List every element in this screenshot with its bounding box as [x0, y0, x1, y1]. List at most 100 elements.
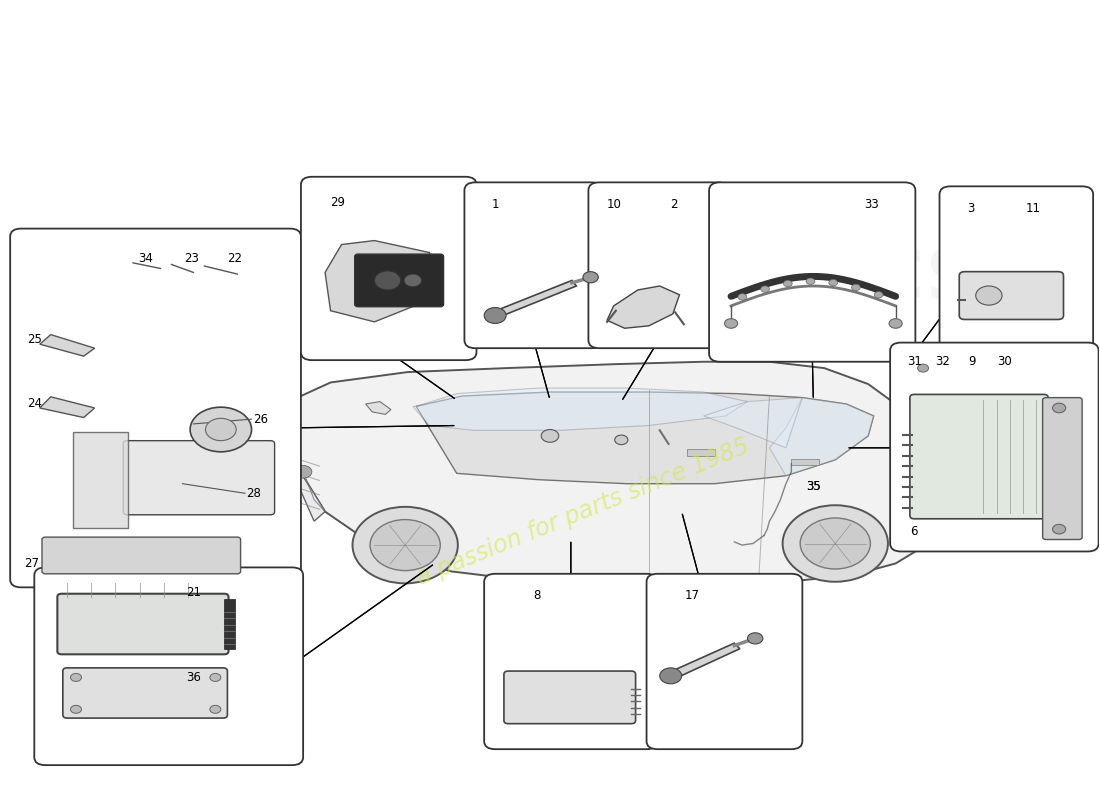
Text: 36: 36 — [186, 671, 201, 684]
Text: 35: 35 — [806, 479, 821, 493]
Circle shape — [210, 674, 221, 682]
Polygon shape — [416, 392, 873, 484]
Text: 21: 21 — [186, 586, 201, 599]
Text: 31: 31 — [906, 355, 922, 368]
Circle shape — [725, 318, 738, 328]
Text: 23: 23 — [184, 251, 199, 265]
Bar — [224, 599, 235, 649]
Circle shape — [210, 706, 221, 714]
Text: 1: 1 — [492, 198, 499, 211]
FancyBboxPatch shape — [34, 567, 304, 765]
Circle shape — [70, 674, 81, 682]
Text: 22: 22 — [228, 251, 243, 265]
Circle shape — [851, 284, 860, 290]
Polygon shape — [492, 281, 576, 318]
Polygon shape — [412, 388, 748, 430]
FancyBboxPatch shape — [959, 272, 1064, 319]
Polygon shape — [704, 398, 802, 448]
Polygon shape — [73, 432, 128, 527]
Text: 1985: 1985 — [682, 302, 791, 339]
Polygon shape — [282, 432, 326, 512]
Text: 6: 6 — [911, 525, 918, 538]
Circle shape — [1053, 524, 1066, 534]
Polygon shape — [40, 334, 95, 356]
Text: 35: 35 — [806, 479, 821, 493]
FancyBboxPatch shape — [464, 182, 603, 348]
Circle shape — [800, 518, 870, 569]
Circle shape — [783, 280, 792, 286]
Text: 28: 28 — [246, 486, 261, 500]
FancyBboxPatch shape — [354, 254, 443, 306]
Circle shape — [352, 507, 458, 583]
FancyBboxPatch shape — [301, 177, 476, 360]
FancyBboxPatch shape — [10, 229, 301, 587]
Circle shape — [583, 272, 598, 283]
Text: 3: 3 — [968, 202, 975, 215]
Text: 17: 17 — [685, 589, 700, 602]
Circle shape — [484, 307, 506, 323]
Bar — [688, 450, 715, 456]
Circle shape — [828, 279, 837, 286]
Text: 9: 9 — [969, 355, 976, 368]
Polygon shape — [282, 362, 943, 585]
Bar — [791, 459, 818, 466]
Text: AUTOSPECS: AUTOSPECS — [495, 246, 979, 315]
FancyBboxPatch shape — [910, 394, 1048, 518]
Circle shape — [404, 274, 421, 286]
Polygon shape — [769, 398, 873, 476]
Circle shape — [874, 291, 883, 298]
Circle shape — [782, 506, 888, 582]
Polygon shape — [326, 241, 440, 322]
Text: 8: 8 — [534, 589, 540, 602]
Circle shape — [660, 668, 682, 684]
Polygon shape — [669, 643, 740, 679]
Circle shape — [738, 294, 747, 300]
Circle shape — [889, 318, 902, 328]
Polygon shape — [365, 402, 390, 414]
Circle shape — [917, 364, 928, 372]
FancyBboxPatch shape — [939, 186, 1093, 352]
Circle shape — [190, 407, 252, 452]
Text: 24: 24 — [26, 397, 42, 410]
FancyBboxPatch shape — [42, 537, 241, 574]
Circle shape — [806, 278, 815, 285]
Polygon shape — [282, 432, 326, 521]
Circle shape — [206, 418, 236, 441]
Circle shape — [761, 286, 770, 292]
Circle shape — [541, 430, 559, 442]
Text: 30: 30 — [997, 355, 1012, 368]
FancyBboxPatch shape — [1043, 398, 1082, 539]
Text: 10: 10 — [606, 198, 621, 211]
Circle shape — [370, 519, 440, 570]
FancyBboxPatch shape — [484, 574, 658, 749]
Text: 2: 2 — [670, 198, 678, 211]
Circle shape — [295, 466, 312, 478]
Text: 25: 25 — [26, 333, 42, 346]
Polygon shape — [40, 397, 95, 418]
FancyBboxPatch shape — [63, 668, 228, 718]
Polygon shape — [921, 408, 943, 514]
Circle shape — [374, 271, 400, 290]
Text: 32: 32 — [935, 355, 950, 368]
FancyBboxPatch shape — [504, 671, 636, 724]
FancyBboxPatch shape — [710, 182, 915, 362]
Text: 26: 26 — [253, 413, 267, 426]
Text: a passion for parts since 1985: a passion for parts since 1985 — [412, 434, 752, 590]
FancyBboxPatch shape — [647, 574, 802, 749]
FancyBboxPatch shape — [890, 342, 1099, 551]
FancyBboxPatch shape — [588, 182, 729, 348]
FancyBboxPatch shape — [123, 441, 275, 515]
Text: 11: 11 — [1025, 202, 1041, 215]
FancyBboxPatch shape — [57, 594, 229, 654]
Circle shape — [70, 706, 81, 714]
Circle shape — [615, 435, 628, 445]
Circle shape — [976, 286, 1002, 305]
Text: 27: 27 — [24, 557, 40, 570]
Text: 33: 33 — [865, 198, 879, 211]
Text: 34: 34 — [138, 251, 153, 265]
Polygon shape — [607, 286, 680, 328]
Circle shape — [1053, 403, 1066, 413]
Polygon shape — [901, 408, 943, 515]
Text: 29: 29 — [330, 196, 344, 209]
Circle shape — [748, 633, 763, 644]
